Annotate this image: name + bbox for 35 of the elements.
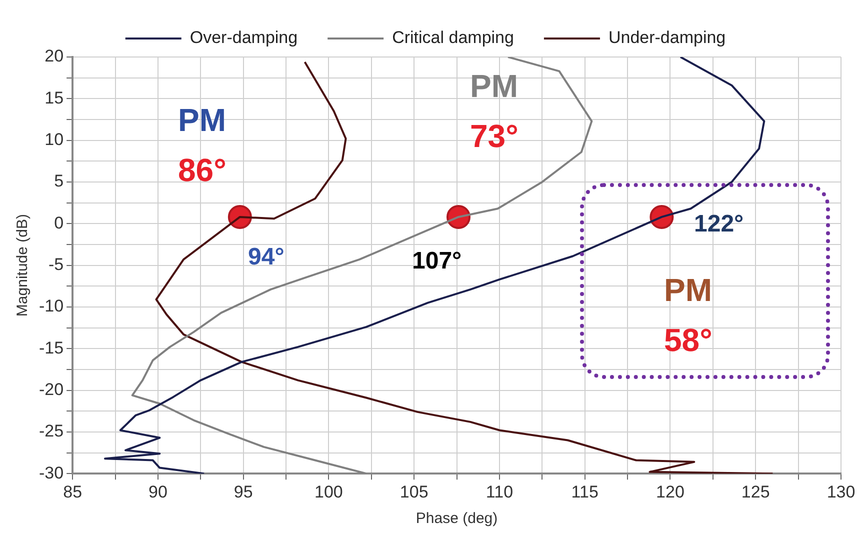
x-tick-label: 120 (656, 482, 684, 502)
y-tick-label: 5 (54, 172, 64, 191)
x-axis-title: Phase (deg) (416, 510, 498, 528)
x-tick-label: 130 (826, 482, 856, 502)
annotation: 107° (412, 248, 462, 275)
annotation: PM (470, 68, 518, 104)
x-tick-label: 85 (63, 482, 82, 502)
annotation: 94° (248, 244, 284, 271)
annotation: 86° (178, 152, 226, 188)
x-tick-label: 100 (314, 482, 343, 502)
y-tick-label: -25 (38, 422, 64, 441)
y-tick-label: 15 (44, 88, 64, 108)
annotation: 122° (694, 210, 744, 238)
x-tick-label: 90 (148, 482, 168, 502)
y-tick-label: -10 (38, 296, 64, 316)
annotation: PM (178, 102, 226, 138)
legend-label: Critical damping (392, 28, 514, 48)
y-axis-title: Magnitude (dB) (14, 214, 32, 317)
x-tick-label: 95 (234, 482, 253, 502)
y-tick-label: -5 (48, 254, 64, 274)
x-tick-label: 115 (571, 482, 598, 502)
x-tick-label: 110 (486, 482, 514, 502)
legend-label: Over-damping (190, 28, 298, 48)
y-tick-label: 20 (44, 46, 64, 66)
x-tick-label: 125 (741, 482, 770, 502)
y-tick-label: 10 (44, 130, 64, 150)
x-tick-label: 105 (400, 482, 428, 502)
y-tick-label: 0 (54, 213, 64, 232)
annotation: PM (664, 272, 712, 308)
y-tick-label: -20 (38, 380, 64, 399)
annotation: 73° (470, 118, 518, 154)
y-tick-label: -15 (38, 338, 64, 358)
annotation: 58° (664, 322, 712, 358)
legend-label: Under-damping (608, 28, 726, 48)
y-tick-label: -30 (38, 463, 64, 482)
